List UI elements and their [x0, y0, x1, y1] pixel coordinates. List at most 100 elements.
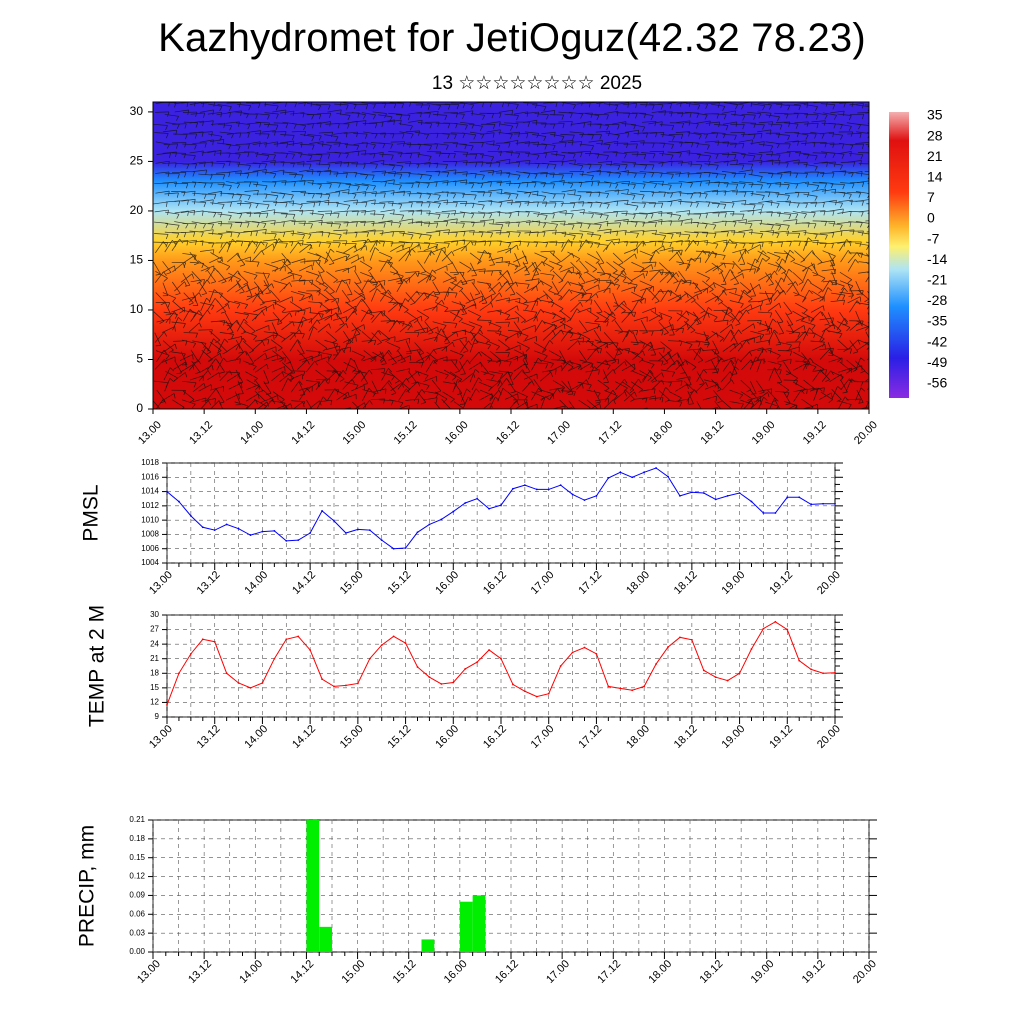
- wind-barb: [703, 132, 718, 135]
- wind-barb: [261, 209, 275, 213]
- wind-barb-flag: [283, 221, 285, 227]
- wind-barb-flag: [787, 230, 790, 236]
- wind-barb: [776, 200, 791, 203]
- wind-barb-flag: [535, 242, 539, 248]
- wind-barb: [479, 361, 489, 374]
- wind-barb: [408, 119, 423, 123]
- wind-barb-flag: [570, 173, 574, 179]
- wind-barb: [839, 361, 851, 371]
- wind-barb-flag: [197, 359, 201, 365]
- wind-barb: [372, 351, 385, 360]
- wind-barb: [820, 172, 835, 174]
- wind-barb: [156, 389, 166, 402]
- wind-barb: [153, 401, 161, 409]
- wind-barb: [667, 199, 682, 203]
- wind-barb-flag: [211, 242, 215, 248]
- wind-barb-flag: [870, 263, 872, 267]
- wind-barb: [450, 192, 465, 194]
- wind-barb: [381, 171, 396, 174]
- wind-barb-flag: [237, 162, 241, 168]
- wind-barb: [280, 134, 295, 136]
- wind-barb-flag: [527, 173, 531, 179]
- wind-barb: [667, 151, 682, 154]
- wind-barb-flag: [311, 210, 314, 216]
- wind-barb: [332, 341, 339, 355]
- wind-barb-flag: [538, 419, 542, 422]
- wind-barb-flag: [564, 232, 567, 238]
- wind-barb: [154, 241, 164, 254]
- wind-barb: [586, 191, 601, 194]
- wind-barb: [696, 401, 702, 409]
- wind-barb: [208, 133, 222, 137]
- wind-barb: [396, 279, 405, 293]
- wind-barb-flag: [239, 291, 245, 294]
- wind-barb: [343, 131, 358, 134]
- wind-barb: [189, 252, 200, 264]
- wind-barb: [639, 212, 654, 215]
- wind-barb: [380, 163, 395, 167]
- wind-barb-flag: [537, 297, 542, 302]
- wind-barb-flag: [748, 398, 753, 403]
- wind-barb-flag: [160, 302, 166, 306]
- wind-barb-flag: [867, 344, 869, 346]
- wind-barb-flag: [742, 132, 745, 138]
- wind-barb-flag: [338, 152, 341, 158]
- wind-barb-flag: [481, 134, 485, 139]
- wind-barb: [405, 130, 420, 133]
- wind-barb-flag: [590, 112, 593, 118]
- wind-barb: [828, 230, 843, 234]
- wind-barb-flag: [703, 369, 708, 374]
- wind-barb-flag: [182, 415, 185, 419]
- wind-barb-flag: [552, 314, 556, 320]
- wind-barb-flag: [848, 404, 852, 409]
- wind-barb: [506, 172, 521, 176]
- wind-barb: [153, 123, 168, 126]
- wind-barb-flag: [730, 419, 734, 422]
- wind-barb: [252, 142, 267, 145]
- wind-barb-flag: [238, 102, 241, 108]
- wind-barb: [352, 401, 361, 409]
- wind-barb: [630, 220, 645, 223]
- wind-barb: [585, 278, 600, 283]
- wind-barb-flag: [643, 273, 645, 279]
- wind-barb: [225, 230, 240, 234]
- wind-barb: [730, 273, 743, 281]
- wind-barb-flag: [730, 329, 735, 334]
- wind-barb: [235, 369, 244, 383]
- wind-barb: [281, 378, 289, 392]
- wind-barb: [343, 339, 350, 353]
- wind-barb-flag: [499, 331, 502, 337]
- wind-barb-flag: [630, 399, 635, 402]
- wind-barb: [863, 370, 869, 376]
- wind-barb-flag: [663, 362, 669, 365]
- wind-barb: [396, 142, 411, 145]
- wind-barb: [188, 359, 199, 371]
- wind-barb-flag: [523, 396, 528, 401]
- wind-barb: [694, 287, 708, 294]
- wind-barb-flag: [508, 261, 511, 267]
- wind-barb: [370, 411, 379, 422]
- wind-barb-flag: [478, 326, 483, 331]
- wind-barb-flag: [250, 231, 253, 237]
- wind-barb-flag: [368, 388, 373, 393]
- wind-barb-flag: [723, 204, 727, 210]
- wind-barb-flag: [634, 222, 638, 228]
- wind-barb-flag: [203, 279, 205, 285]
- wind-barb: [648, 369, 658, 381]
- wind-barb: [225, 410, 231, 423]
- wind-barb-flag: [299, 152, 303, 158]
- wind-barb-flag: [620, 269, 625, 273]
- wind-barb: [407, 244, 420, 253]
- wind-barb-flag: [713, 283, 716, 289]
- wind-barb-flag: [743, 173, 747, 179]
- wind-barb-flag: [434, 413, 437, 417]
- wind-barb-flag: [843, 348, 849, 352]
- wind-barb: [811, 188, 826, 192]
- wind-barb-flag: [293, 274, 295, 280]
- wind-barb: [764, 290, 772, 305]
- wind-barb: [459, 390, 466, 405]
- wind-barb-flag: [746, 339, 750, 345]
- wind-barb: [388, 320, 398, 332]
- wind-barb-flag: [192, 403, 196, 409]
- wind-barb-flag: [364, 120, 367, 126]
